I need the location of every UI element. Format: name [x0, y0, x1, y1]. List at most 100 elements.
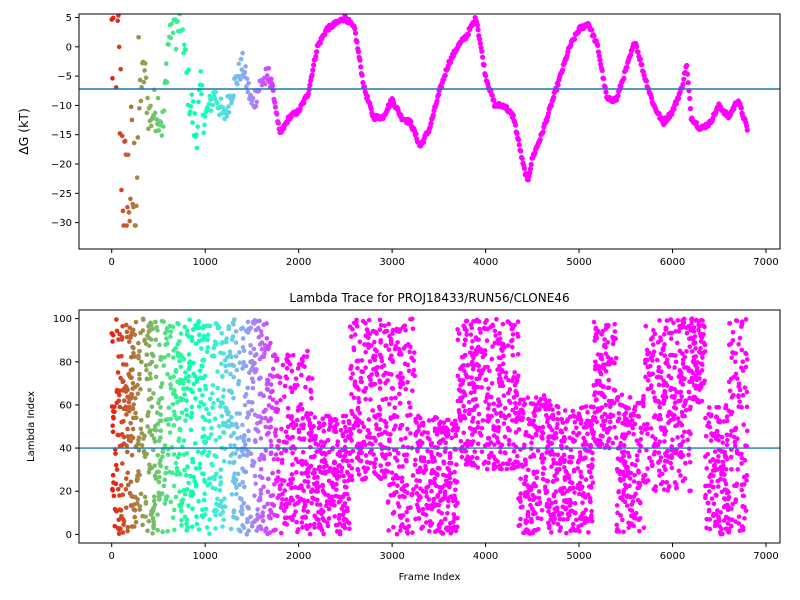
lambda-point	[416, 516, 422, 521]
lambda-point	[429, 455, 435, 460]
lambda-point	[407, 349, 412, 355]
delta-g-point	[521, 165, 528, 172]
lambda-point	[703, 492, 708, 498]
lambda-point	[188, 473, 193, 479]
lambda-point	[571, 467, 577, 473]
lambda-point	[219, 361, 224, 367]
lambda-point	[522, 401, 528, 407]
lambda-point	[313, 441, 318, 447]
lambda-point	[711, 501, 717, 507]
lambda-point	[636, 517, 642, 523]
delta-g-point	[301, 100, 307, 106]
delta-g-point	[128, 196, 133, 202]
lambda-point	[405, 379, 410, 385]
delta-g-point	[143, 75, 149, 81]
lambda-point	[252, 360, 257, 366]
lambda-point	[651, 328, 656, 333]
lambda-point	[442, 495, 447, 500]
lambda-point	[634, 453, 640, 458]
delta-g-point	[475, 27, 481, 33]
lambda-point	[455, 327, 460, 332]
lambda-point	[469, 375, 474, 380]
delta-g-point	[250, 96, 256, 101]
delta-g-point	[133, 223, 138, 228]
lambda-point	[312, 521, 317, 527]
lambda-point	[296, 527, 301, 532]
lambda-point	[221, 351, 226, 356]
lambda-point	[366, 417, 372, 422]
y-tick-label: −30	[51, 218, 72, 229]
lambda-point	[305, 509, 311, 515]
lambda-point	[210, 485, 216, 491]
lambda-point	[550, 416, 556, 422]
lambda-point	[402, 488, 407, 494]
delta-g-point	[687, 95, 693, 102]
lambda-point	[326, 516, 332, 521]
lambda-point	[660, 479, 666, 485]
lambda-point	[605, 385, 611, 391]
lambda-point	[730, 329, 736, 335]
lambda-point	[329, 502, 334, 508]
lambda-point	[363, 469, 368, 475]
lambda-point	[110, 414, 116, 420]
delta-g-point	[181, 42, 187, 48]
lambda-point	[387, 333, 392, 339]
delta-g-point	[519, 155, 525, 161]
lambda-point	[447, 460, 452, 466]
delta-g-point	[516, 142, 522, 148]
lambda-point	[720, 440, 726, 445]
lambda-point	[585, 418, 590, 424]
lambda-point	[166, 405, 172, 411]
lambda-point	[285, 434, 290, 439]
lambda-point	[656, 416, 661, 422]
lambda-point	[124, 329, 130, 335]
lambda-point	[737, 528, 743, 534]
lambda-point	[453, 487, 458, 493]
lambda-point	[486, 460, 491, 466]
delta-g-point	[175, 19, 180, 24]
lambda-point	[241, 359, 246, 365]
lambda-point	[186, 373, 191, 379]
lambda-point	[406, 523, 412, 529]
lambda-point	[452, 515, 458, 520]
lambda-point	[644, 447, 649, 453]
delta-g-point	[272, 99, 278, 105]
lambda-point	[462, 342, 467, 348]
lambda-point	[530, 401, 536, 407]
lambda-point	[691, 337, 696, 343]
lambda-point	[261, 393, 266, 399]
lambda-point	[115, 370, 121, 375]
lambda-point	[298, 402, 304, 407]
lambda-point	[172, 527, 177, 533]
lambda-point	[333, 487, 339, 492]
lambda-point	[139, 359, 144, 365]
lambda-point	[618, 457, 624, 463]
lambda-point	[264, 336, 270, 341]
lambda-point	[201, 333, 207, 339]
lambda-point	[233, 354, 239, 359]
lambda-point	[515, 331, 520, 337]
lambda-point	[373, 366, 378, 371]
lambda-point	[223, 369, 229, 374]
delta-g-point	[159, 133, 165, 138]
y-tick-label: 100	[53, 314, 72, 325]
lambda-point	[461, 403, 466, 409]
lambda-point	[149, 432, 155, 438]
lambda-point	[720, 459, 726, 465]
lambda-point	[724, 432, 730, 438]
lambda-point	[455, 337, 461, 343]
lambda-point	[170, 355, 176, 360]
lambda-point	[248, 514, 253, 520]
delta-g-point	[503, 104, 510, 110]
lambda-point	[253, 481, 258, 486]
lambda-point	[629, 461, 635, 467]
delta-g-point	[687, 106, 694, 112]
lambda-point	[406, 368, 412, 374]
lambda-point	[662, 353, 668, 359]
lambda-point	[193, 466, 199, 471]
lambda-point	[523, 517, 529, 523]
lambda-point	[616, 416, 622, 421]
delta-g-point	[170, 30, 176, 36]
lambda-point	[382, 474, 388, 479]
lambda-point	[306, 484, 311, 489]
